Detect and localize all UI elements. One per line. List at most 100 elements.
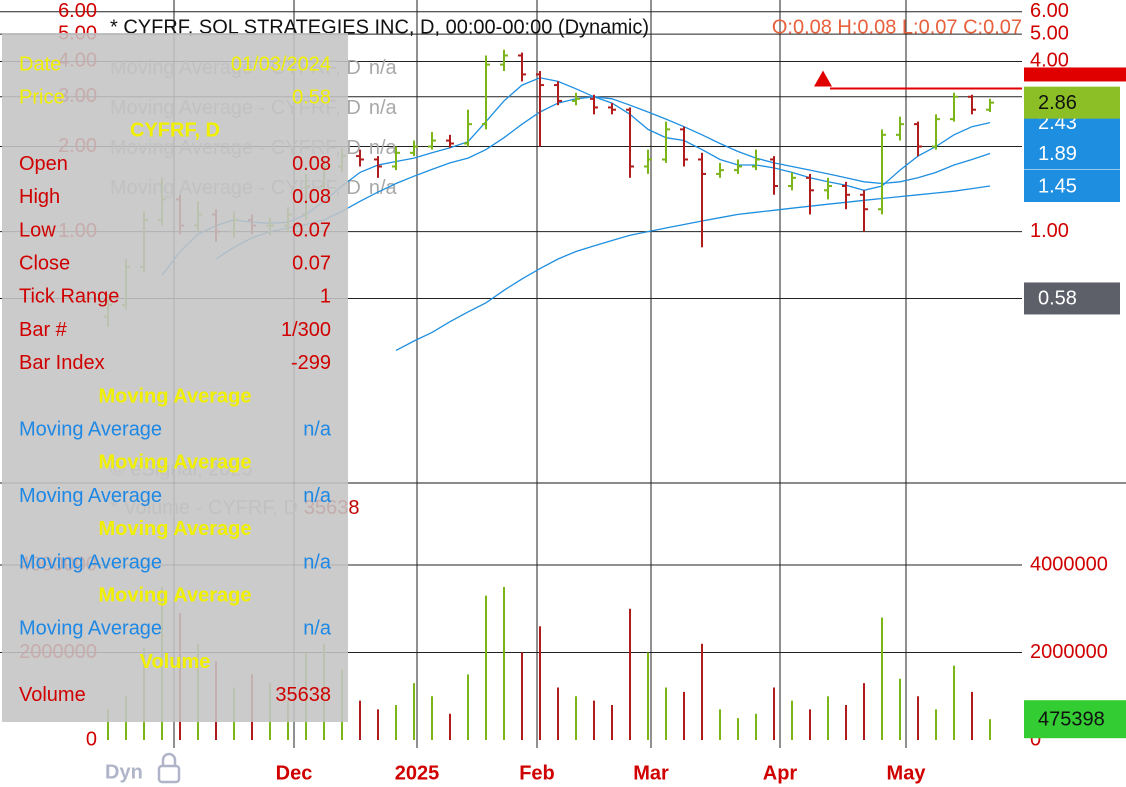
price-marker (1024, 282, 1120, 315)
volume-bar (395, 705, 397, 740)
mode-label: Dyn (105, 761, 143, 783)
volume-bar (701, 643, 703, 740)
data-window-label: Open (19, 153, 68, 175)
price-marker-label: 0.58 (1038, 288, 1077, 310)
x-tick-label: Feb (519, 762, 555, 784)
data-window-value: n/a (303, 618, 332, 640)
volume-bar (377, 709, 379, 740)
chart-title: * CYFRF, SOL STRATEGIES INC, D, 00:00-00… (110, 16, 649, 38)
data-window-header: CYFRF, D (130, 120, 220, 142)
volume-bar (449, 713, 451, 740)
data-window-header: Moving Average (99, 385, 252, 407)
data-window-value: -299 (291, 352, 331, 374)
data-window-label: Bar Index (19, 352, 105, 374)
legend-value: n/a (369, 97, 398, 119)
data-window-label: Moving Average (19, 618, 162, 640)
y-tick-label-left: 6.00 (58, 0, 97, 22)
price-marker-label: 1.89 (1038, 143, 1077, 165)
volume-bar (521, 652, 523, 740)
data-window-value: n/a (303, 418, 332, 440)
lock-body (157, 764, 181, 784)
data-window-value: 1 (320, 286, 331, 308)
data-window-label: Close (19, 252, 70, 274)
data-window (2, 33, 348, 722)
volume-bar (989, 719, 991, 740)
data-window-header: Moving Average (99, 518, 252, 540)
volume-bar (503, 586, 505, 740)
volume-bar (485, 595, 487, 740)
volume-bar (809, 709, 811, 740)
price-marker (1024, 86, 1120, 119)
volume-marker-label: 475398 (1038, 708, 1105, 730)
x-tick-label: Dec (276, 762, 313, 784)
volume-bar (971, 691, 973, 740)
data-window-label: Moving Average (19, 551, 162, 573)
data-window-label: High (19, 186, 60, 208)
data-window-label: Bar # (19, 319, 68, 341)
volume-marker (1024, 700, 1126, 739)
volume-bar (575, 696, 577, 740)
volume-bar (791, 700, 793, 740)
y-tick-label: 0 (1030, 728, 1041, 750)
data-window-label: Low (19, 219, 56, 241)
lock-shackle (161, 752, 177, 766)
data-window-value: 1/300 (281, 319, 331, 341)
data-window-value: n/a (303, 551, 332, 573)
data-window-value: 0.07 (292, 252, 331, 274)
data-window-value: n/a (303, 485, 332, 507)
legend-value: n/a (369, 177, 398, 199)
moving-average-line (395, 185, 991, 351)
volume-bar (827, 696, 829, 740)
volume-bar (737, 718, 739, 740)
volume-bar (863, 683, 865, 740)
data-window-value: 35638 (275, 684, 331, 706)
legend-value: n/a (369, 137, 398, 159)
data-window-value: 0.08 (292, 186, 331, 208)
ohlc-label: O:0.08 H:0.08 L:0.07 C:0.07 (772, 16, 1022, 38)
volume-bar (557, 687, 559, 740)
volume-bar (647, 652, 649, 740)
y-tick-label: 4.00 (1030, 50, 1069, 72)
volume-bar (593, 700, 595, 740)
y-tick-label-left: 0 (86, 728, 97, 750)
volume-bar (845, 705, 847, 740)
price-marker (1024, 137, 1120, 170)
data-window-value: 0.58 (292, 86, 331, 108)
volume-bar (539, 626, 541, 740)
volume-bar (431, 696, 433, 740)
volume-bar (611, 705, 613, 740)
x-tick-label: May (887, 762, 927, 784)
data-window-label: Date (19, 53, 61, 75)
price-marker (1024, 169, 1120, 202)
price-marker-label: 2.86 (1038, 92, 1077, 114)
data-window-label: Tick Range (19, 286, 119, 308)
volume-bar (935, 709, 937, 740)
volume-bar (413, 683, 415, 740)
volume-bar (899, 678, 901, 740)
x-tick-label: Mar (633, 762, 669, 784)
volume-bar (773, 687, 775, 740)
data-window-value: 0.08 (292, 153, 331, 175)
alert-marker (1024, 67, 1126, 82)
volume-bar (359, 700, 361, 740)
data-window-header: Moving Average (99, 584, 252, 606)
volume-bar (719, 709, 721, 740)
x-tick-label: 2025 (395, 762, 440, 784)
x-tick-label: Apr (763, 762, 798, 784)
price-marker-label: 1.45 (1038, 175, 1077, 197)
alert-triangle (814, 70, 832, 87)
volume-bar (881, 617, 883, 740)
volume-bar (629, 608, 631, 740)
data-window-label: Volume (19, 684, 86, 706)
volume-bar (953, 665, 955, 740)
y-tick-label: 4000000 (1030, 553, 1108, 575)
volume-bar (107, 709, 109, 740)
y-tick-label: 6.00 (1030, 0, 1069, 22)
volume-bar (755, 713, 757, 740)
data-window-header: Moving Average (99, 452, 252, 474)
y-tick-label: 5.00 (1030, 22, 1069, 44)
y-tick-label: 1.00 (1030, 220, 1069, 242)
volume-bar (917, 696, 919, 740)
